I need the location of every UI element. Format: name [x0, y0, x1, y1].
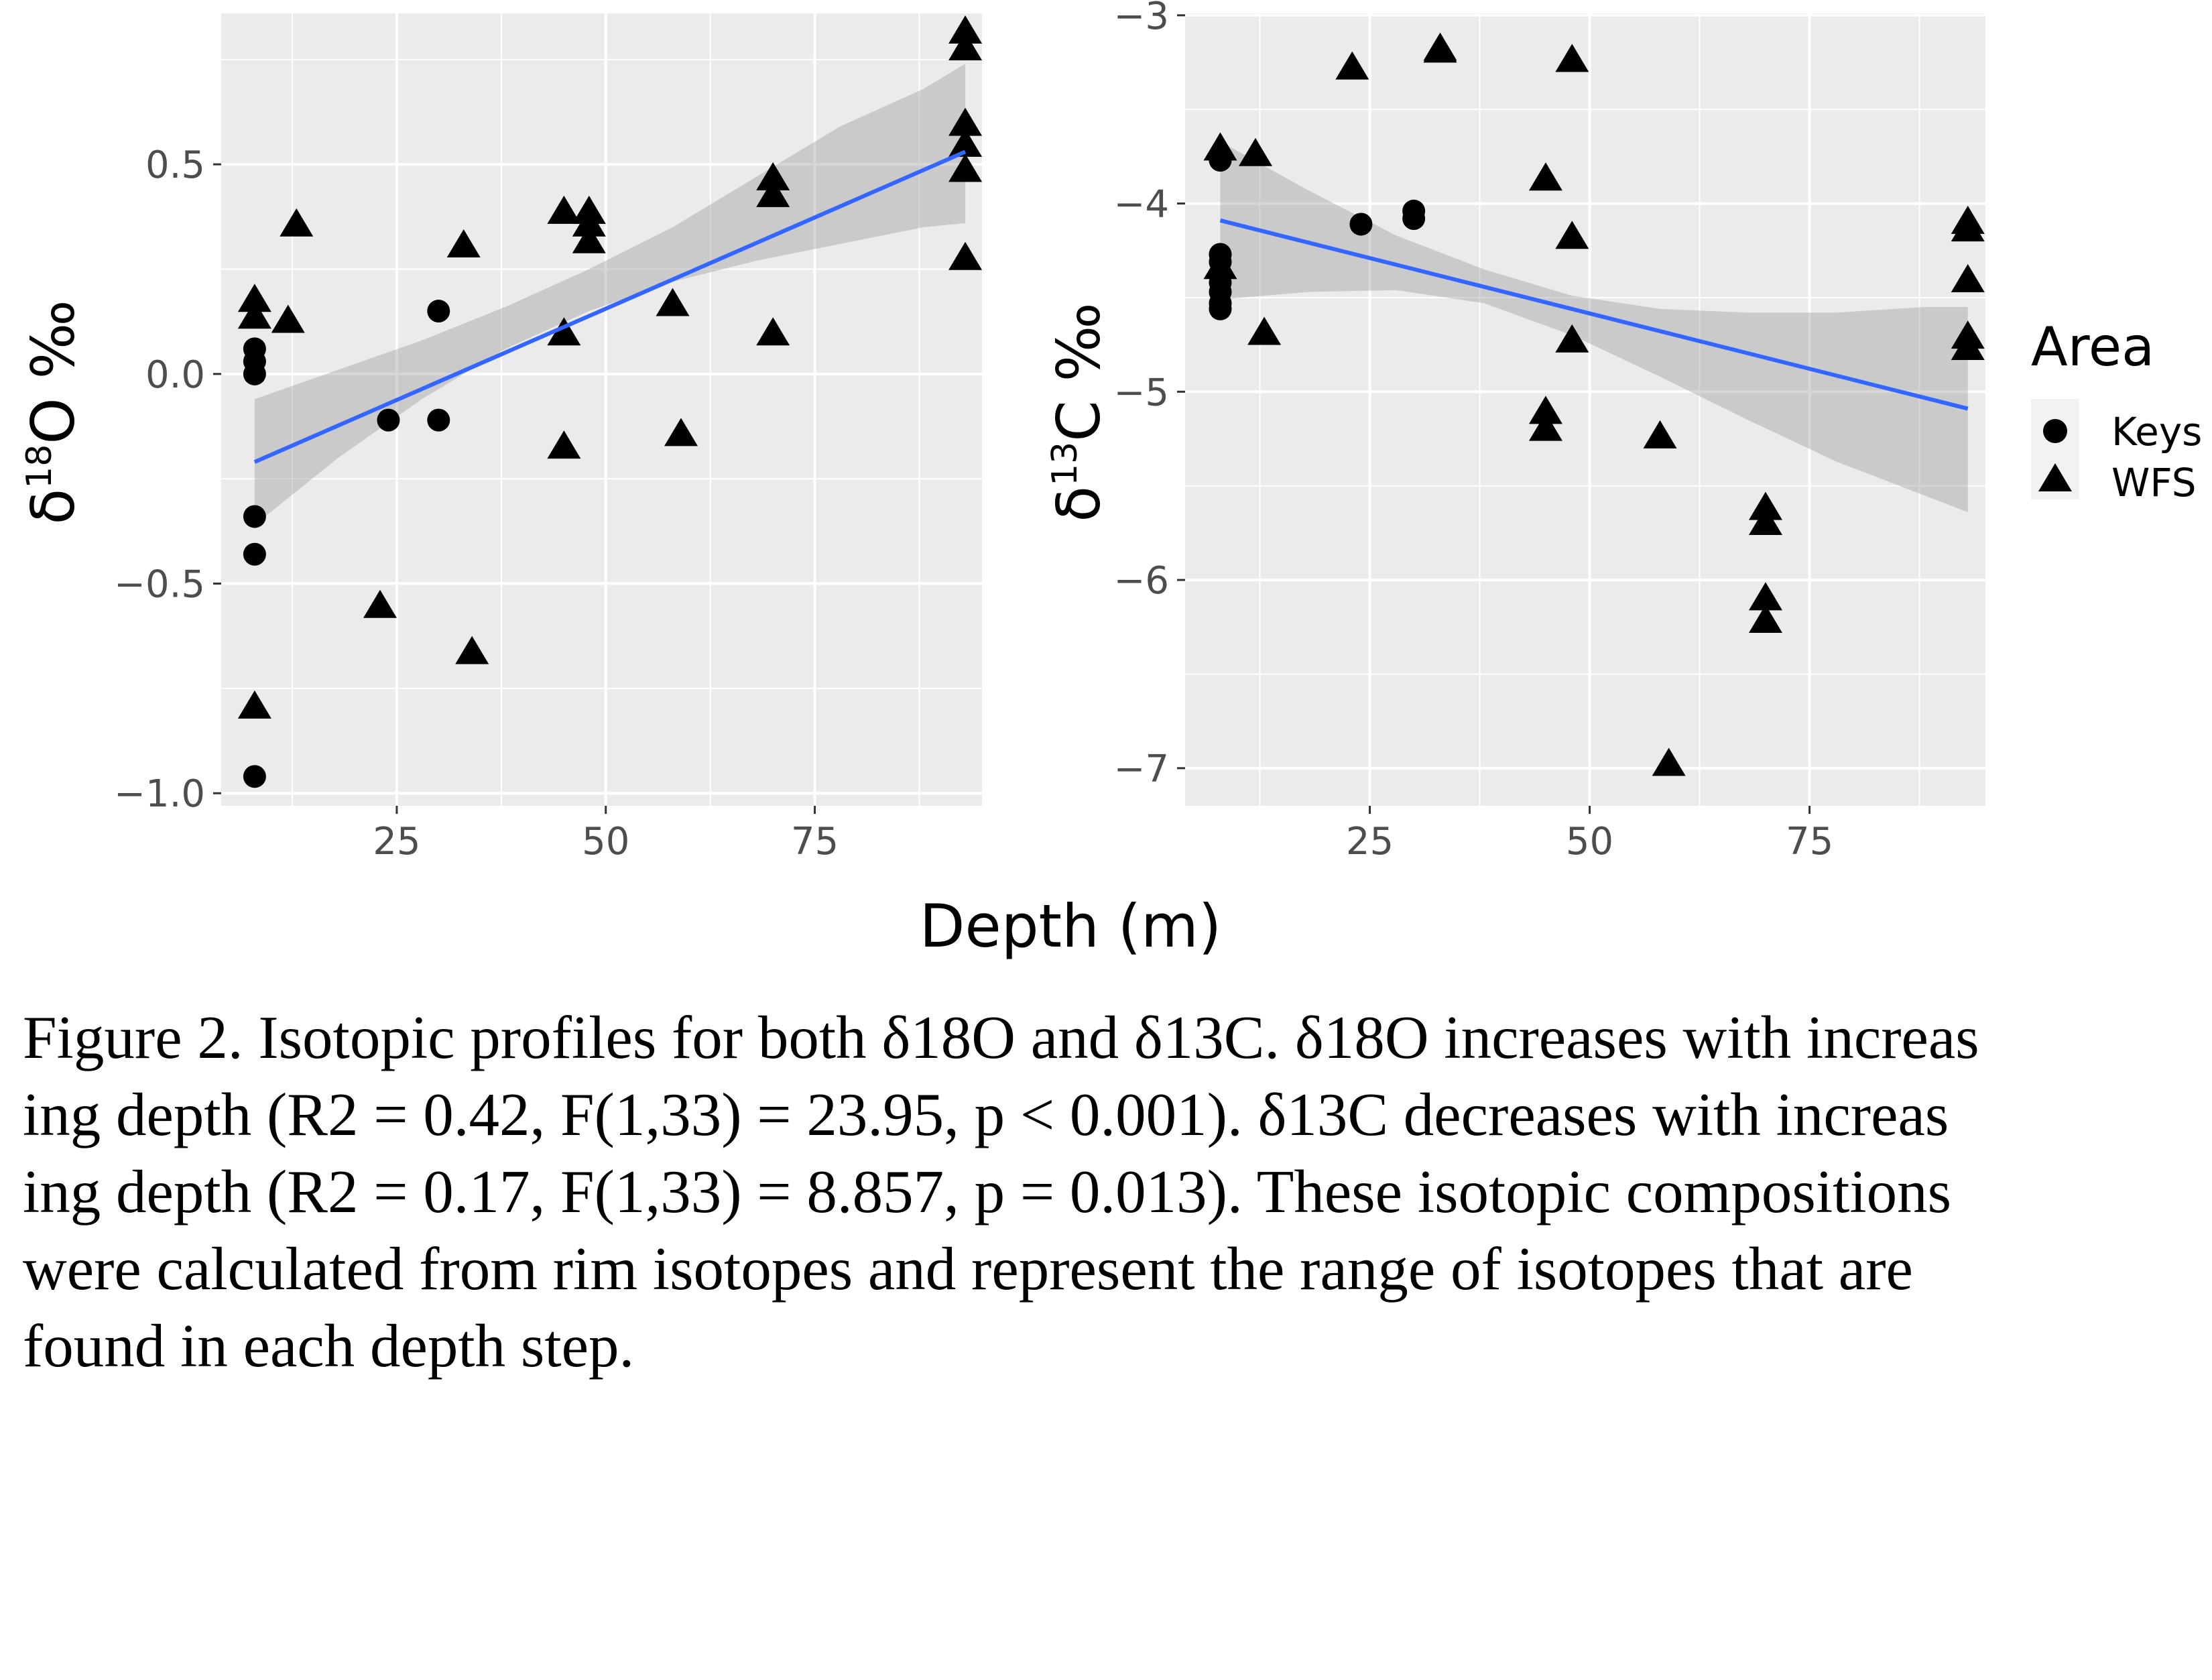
y-tick-label: 0.5	[145, 143, 205, 187]
x-tick-label: 75	[791, 820, 839, 863]
wfs-point	[756, 317, 790, 346]
wfs-point	[1951, 263, 1985, 292]
wfs-point	[1555, 221, 1589, 249]
regression-line	[1219, 218, 1969, 411]
wfs-point	[948, 154, 983, 182]
x-tick-label: 50	[1566, 820, 1613, 863]
wfs-point	[237, 284, 271, 312]
wfs-point	[1203, 251, 1237, 280]
wfs-point	[547, 195, 581, 224]
y-tick-label: 0.0	[145, 353, 205, 397]
x-tick-label: 50	[582, 820, 629, 863]
wfs-point	[948, 241, 983, 270]
keys-point	[1402, 207, 1426, 231]
wfs-point	[237, 690, 271, 719]
wfs-point	[656, 288, 690, 316]
keys-point	[243, 362, 266, 385]
confidence-band	[1220, 141, 1968, 513]
wfs-point	[572, 225, 606, 253]
keys-point	[243, 765, 266, 788]
legend-keys-symbol	[2043, 419, 2067, 443]
y-tick-label: −4	[1113, 183, 1169, 227]
wfs-point	[1423, 34, 1457, 63]
legend-wfs-symbol	[2038, 463, 2072, 491]
panel-d13c: 25 50 75 −7 −6 −5 −4 −3 δ13C ‰	[1044, 0, 1985, 863]
y-tick-label: −0.5	[114, 563, 205, 607]
x-tick-label: 75	[1786, 820, 1833, 863]
wfs-point	[1748, 507, 1782, 536]
wfs-point	[1748, 582, 1782, 611]
wfs-point	[1748, 491, 1782, 520]
keys-point	[1349, 213, 1373, 236]
y-tick-label: −1.0	[114, 772, 205, 816]
wfs-point	[1951, 331, 1985, 360]
wfs-point	[948, 128, 983, 157]
plot-background	[221, 13, 982, 806]
wfs-point	[547, 317, 581, 346]
keys-point	[427, 408, 450, 432]
panel-d18o: 25 50 75 −1.0 −0.5 0.0 0.5 δ18O ‰	[19, 13, 983, 863]
y-tick-label: −6	[1113, 559, 1169, 603]
y-axis-title: δ18O ‰	[19, 300, 88, 524]
wfs-point	[237, 300, 271, 329]
wfs-point	[1335, 51, 1369, 80]
y-tick-label: −3	[1113, 0, 1169, 38]
wfs-point	[756, 178, 790, 207]
wfs-point	[1247, 316, 1282, 345]
regression-line	[253, 149, 967, 464]
confidence-band	[254, 64, 966, 525]
wfs-point	[446, 229, 481, 257]
y-axis-title: δ13C ‰	[1044, 302, 1113, 522]
wfs-point	[1555, 44, 1589, 72]
wfs-point	[547, 430, 581, 459]
wfs-point	[280, 208, 314, 237]
wfs-point	[948, 107, 983, 136]
wfs-point	[572, 208, 606, 237]
x-tick-label: 25	[1346, 820, 1394, 863]
wfs-point	[756, 162, 790, 190]
keys-point	[1209, 297, 1232, 320]
wfs-point	[1528, 412, 1562, 441]
wfs-point	[1238, 137, 1272, 166]
wfs-point	[948, 15, 983, 44]
legend: Area Keys WFS	[2031, 316, 2202, 505]
x-axis-title: Depth (m)	[920, 892, 1221, 961]
legend-title: Area	[2031, 316, 2154, 378]
keys-point	[377, 408, 400, 432]
wfs-point	[271, 304, 305, 333]
wfs-point	[1528, 162, 1562, 191]
wfs-point	[1528, 396, 1562, 424]
wfs-point	[948, 32, 983, 61]
legend-label-keys: Keys	[2111, 409, 2202, 455]
wfs-point	[363, 589, 397, 618]
wfs-point	[1748, 605, 1782, 634]
figure-caption: Figure 2. Isotopic profiles for both δ18…	[23, 1004, 1979, 1380]
keys-point	[427, 300, 450, 323]
figure: 25 50 75 −1.0 −0.5 0.0 0.5 δ18O ‰ 25 50 75 −7 −6 −5 −…	[19, 0, 2202, 961]
x-tick-label: 25	[373, 820, 420, 863]
wfs-point	[1203, 132, 1237, 161]
wfs-point	[1652, 747, 1686, 776]
y-tick-label: −5	[1113, 371, 1169, 414]
wfs-point	[1951, 213, 1985, 242]
wfs-point	[1643, 420, 1677, 448]
y-tick-label: −7	[1113, 747, 1169, 791]
wfs-point	[455, 636, 489, 664]
wfs-point	[664, 418, 698, 446]
wfs-point	[1555, 324, 1589, 353]
keys-point	[243, 505, 266, 528]
legend-label-wfs: WFS	[2111, 460, 2197, 505]
keys-point	[243, 542, 266, 566]
